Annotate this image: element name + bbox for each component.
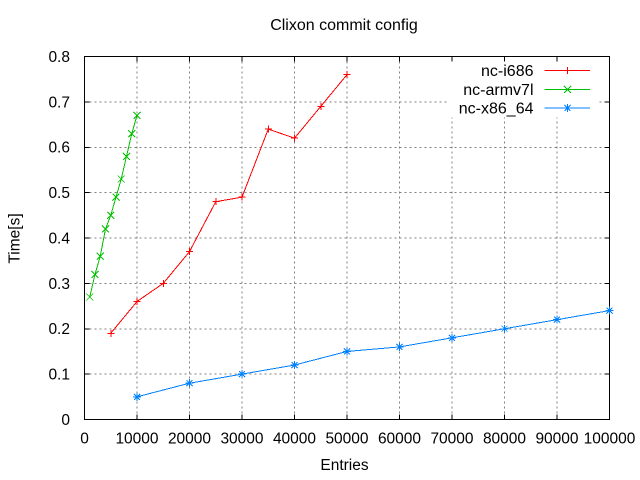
svg-text:0.6: 0.6 [48, 140, 70, 157]
svg-text:30000: 30000 [220, 430, 263, 447]
svg-text:0.7: 0.7 [48, 94, 70, 111]
svg-text:100000: 100000 [584, 430, 636, 447]
svg-text:0.2: 0.2 [48, 321, 70, 338]
svg-text:0.5: 0.5 [48, 185, 70, 202]
svg-text:50000: 50000 [325, 430, 368, 447]
svg-text:nc-i686: nc-i686 [481, 63, 534, 80]
svg-text:70000: 70000 [430, 430, 473, 447]
svg-text:20000: 20000 [168, 430, 211, 447]
svg-text:60000: 60000 [378, 430, 421, 447]
svg-text:0.3: 0.3 [48, 276, 70, 293]
svg-text:0.4: 0.4 [48, 230, 70, 247]
svg-text:Clixon commit config: Clixon commit config [270, 17, 418, 34]
svg-text:Entries: Entries [320, 457, 368, 474]
svg-text:nc-armv7l: nc-armv7l [463, 82, 533, 99]
svg-text:0.8: 0.8 [48, 49, 70, 66]
svg-text:nc-x86_64: nc-x86_64 [459, 101, 534, 118]
svg-text:0: 0 [80, 430, 89, 447]
svg-text:0: 0 [61, 412, 70, 429]
svg-text:0.1: 0.1 [48, 367, 70, 384]
svg-text:80000: 80000 [483, 430, 526, 447]
svg-text:Time[s]: Time[s] [7, 213, 24, 263]
svg-text:40000: 40000 [273, 430, 316, 447]
svg-text:90000: 90000 [535, 430, 578, 447]
svg-text:10000: 10000 [115, 430, 158, 447]
